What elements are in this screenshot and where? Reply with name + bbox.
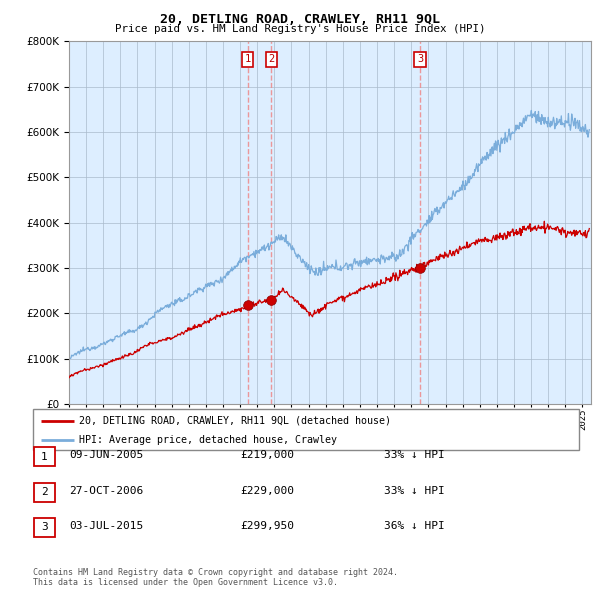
- Text: Price paid vs. HM Land Registry's House Price Index (HPI): Price paid vs. HM Land Registry's House …: [115, 24, 485, 34]
- Text: 1: 1: [41, 452, 48, 461]
- Text: 27-OCT-2006: 27-OCT-2006: [69, 486, 143, 496]
- FancyBboxPatch shape: [34, 518, 55, 537]
- Text: 2: 2: [41, 487, 48, 497]
- FancyBboxPatch shape: [34, 483, 55, 501]
- Text: £219,000: £219,000: [240, 451, 294, 460]
- FancyBboxPatch shape: [33, 409, 579, 450]
- Text: Contains HM Land Registry data © Crown copyright and database right 2024.
This d: Contains HM Land Registry data © Crown c…: [33, 568, 398, 587]
- Text: 36% ↓ HPI: 36% ↓ HPI: [384, 522, 445, 531]
- Text: 1: 1: [245, 54, 251, 64]
- Text: 20, DETLING ROAD, CRAWLEY, RH11 9QL: 20, DETLING ROAD, CRAWLEY, RH11 9QL: [160, 13, 440, 26]
- Text: 3: 3: [417, 54, 423, 64]
- Text: 2: 2: [268, 54, 274, 64]
- Text: 33% ↓ HPI: 33% ↓ HPI: [384, 486, 445, 496]
- Text: 3: 3: [41, 523, 48, 532]
- Text: HPI: Average price, detached house, Crawley: HPI: Average price, detached house, Craw…: [79, 435, 337, 444]
- FancyBboxPatch shape: [34, 447, 55, 466]
- Text: £229,000: £229,000: [240, 486, 294, 496]
- Text: 33% ↓ HPI: 33% ↓ HPI: [384, 451, 445, 460]
- Text: 03-JUL-2015: 03-JUL-2015: [69, 522, 143, 531]
- Text: 09-JUN-2005: 09-JUN-2005: [69, 451, 143, 460]
- Text: £299,950: £299,950: [240, 522, 294, 531]
- Text: 20, DETLING ROAD, CRAWLEY, RH11 9QL (detached house): 20, DETLING ROAD, CRAWLEY, RH11 9QL (det…: [79, 416, 391, 426]
